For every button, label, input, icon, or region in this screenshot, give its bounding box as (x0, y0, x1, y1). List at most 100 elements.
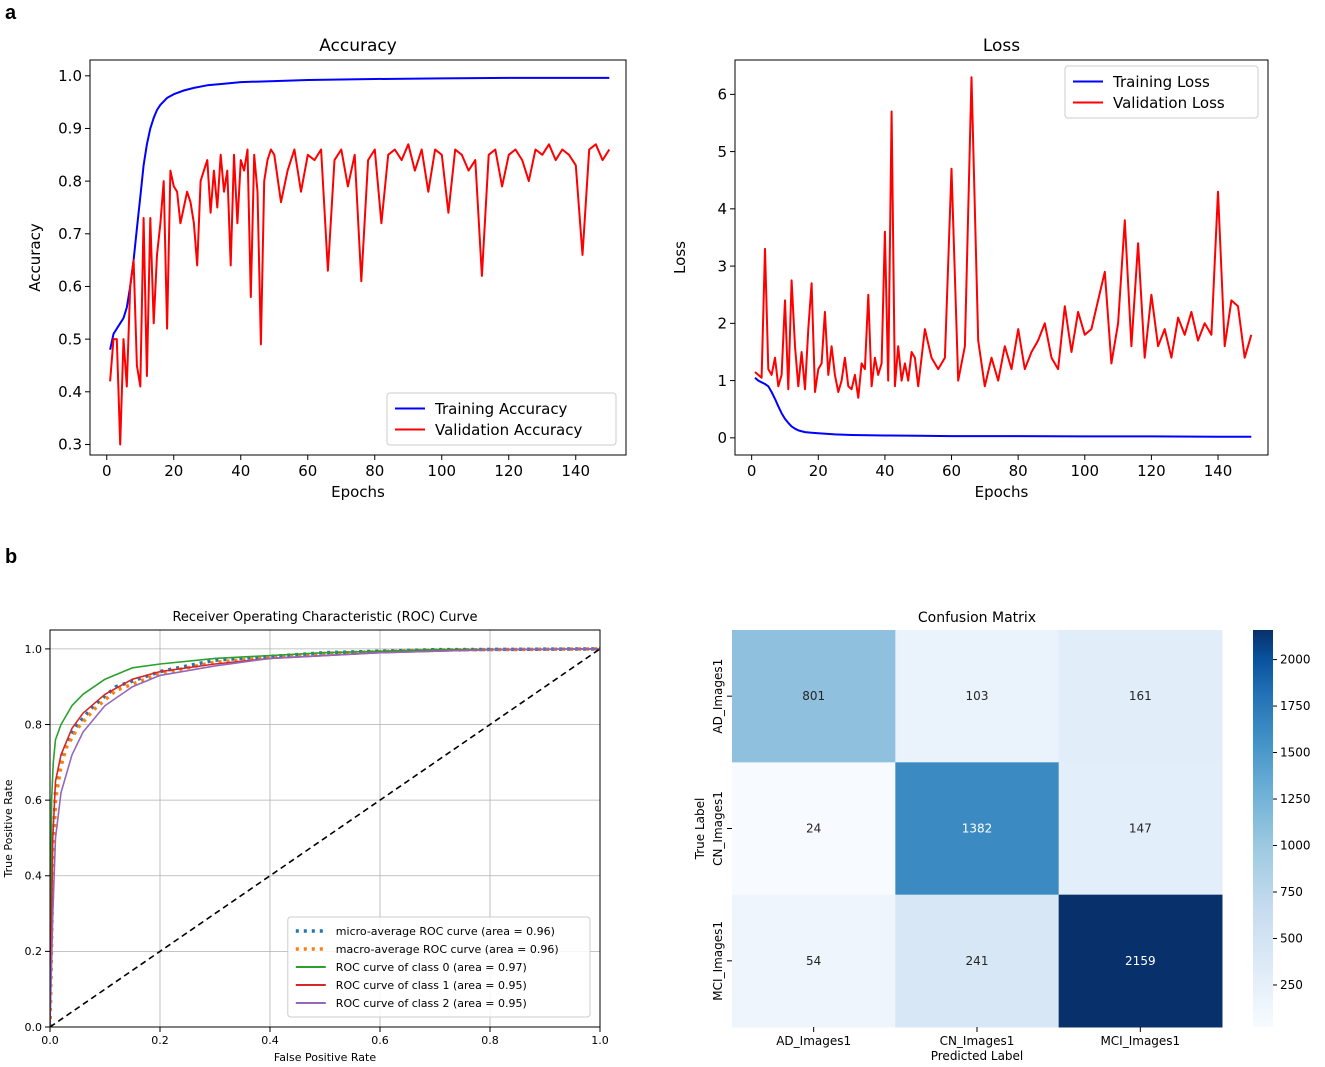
legend-entry: ROC curve of class 0 (area = 0.97) (336, 961, 527, 974)
x-axis-label: Epochs (331, 483, 385, 501)
x-tick-label: 20 (809, 462, 828, 480)
heatmap-cell (1058, 762, 1223, 896)
colorbar-tick-label: 250 (1280, 978, 1303, 992)
cell-value: 801 (802, 689, 825, 703)
y-tick-label: AD_Images1 (711, 659, 725, 734)
cell-value: 103 (966, 689, 989, 703)
legend-frame (1064, 65, 1259, 119)
y-tick-label: CN_Images1 (711, 791, 725, 866)
series-line-chance (50, 648, 600, 1027)
x-tick-label: MCI_Images1 (1100, 1034, 1180, 1048)
colorbar-tick-label: 500 (1280, 931, 1303, 945)
heatmap-cell (1058, 894, 1223, 1028)
x-tick-label: 0.0 (41, 1034, 59, 1047)
x-tick-label: 80 (365, 462, 384, 480)
x-tick-label: 0.8 (481, 1034, 499, 1047)
x-tick-label: 20 (164, 462, 183, 480)
colorbar-tick-label: 750 (1280, 885, 1303, 899)
colorbar-tick-label: 1500 (1280, 746, 1311, 760)
y-tick-label: 3 (717, 257, 727, 275)
cell-value: 54 (806, 954, 821, 968)
panel-label-b: b (5, 546, 18, 568)
x-axis-label: Epochs (975, 483, 1029, 501)
x-tick-label: 80 (1009, 462, 1028, 480)
y-tick-label: 0.2 (25, 945, 43, 958)
x-tick-label: 40 (875, 462, 894, 480)
legend-entry: ROC curve of class 2 (area = 0.95) (336, 997, 527, 1010)
x-tick-label: AD_Images1 (776, 1034, 851, 1048)
series-line-roc-curve-of-class-0-area-0-97 (50, 648, 600, 1027)
heatmap-cell (732, 762, 896, 896)
x-tick-label: 0.2 (151, 1034, 169, 1047)
colorbar-tick-label: 1250 (1280, 792, 1311, 806)
y-tick-label: 0.6 (25, 794, 43, 807)
cell-value: 161 (1129, 689, 1152, 703)
y-tick-label: 2 (717, 315, 727, 333)
cell-value: 241 (966, 954, 989, 968)
heatmap-cell (732, 894, 896, 1028)
chart-title: Confusion Matrix (918, 610, 1036, 626)
legend-entry: Validation Accuracy (435, 421, 582, 439)
y-tick-label: 0.0 (25, 1021, 43, 1034)
y-tick-label: 1.0 (25, 643, 43, 656)
series-line-training-accuracy (109, 76, 610, 350)
y-tick-label: 0 (717, 429, 727, 447)
y-tick-label: 0.8 (25, 718, 43, 731)
colorbar (1253, 630, 1273, 1027)
x-tick-label: 0.4 (261, 1034, 279, 1047)
y-tick-label: 1 (717, 372, 727, 390)
x-tick-label: 100 (427, 462, 456, 480)
y-tick-label: 0.9 (58, 120, 82, 138)
axes-frame (734, 59, 1269, 456)
chart-1: 0 20 40 60 80 100 120 140 0 1 2 3 4 5 6 Loss Epochs Loss T… (671, 36, 1269, 501)
legend-entry: macro-average ROC curve (area = 0.96) (336, 943, 559, 956)
colorbar-tick-label: 1750 (1280, 699, 1311, 713)
heatmap-cell (895, 762, 1060, 896)
x-tick-label: 1.0 (591, 1034, 609, 1047)
legend-entry: micro-average ROC curve (area = 0.96) (336, 925, 555, 938)
colorbar-tick-label: 1000 (1280, 839, 1311, 853)
heatmap-cell (1058, 630, 1223, 763)
y-axis-label: True Label (693, 798, 707, 861)
series-line-validation-loss (754, 76, 1253, 399)
series-line-validation-accuracy (109, 143, 611, 446)
y-tick-label: 0.4 (58, 383, 82, 401)
x-tick-label: 40 (231, 462, 250, 480)
chart-2: 0.0 0.2 0.4 0.6 0.8 1.0 0.0 0.2 0.4 0.6 0.8 1.0 Rece… (2, 610, 609, 1064)
legend-entry: Training Loss (1112, 73, 1210, 91)
y-axis-label: Loss (671, 241, 689, 274)
series-line-roc-curve-of-class-2-area-0-95 (50, 648, 600, 1027)
x-tick-label: 120 (494, 462, 523, 480)
cell-value: 24 (806, 822, 821, 836)
y-tick-label: 0.3 (58, 436, 82, 454)
x-axis-label: Predicted Label (931, 1049, 1024, 1063)
y-tick-label: 4 (717, 200, 727, 218)
y-tick-label: MCI_Images1 (711, 921, 725, 1001)
legend-entry: ROC curve of class 1 (area = 0.95) (336, 979, 527, 992)
cell-value: 1382 (962, 822, 993, 836)
y-tick-label: 0.7 (58, 225, 82, 243)
x-tick-label: 0 (102, 462, 112, 480)
x-tick-label: 120 (1137, 462, 1166, 480)
chart-title: Loss (983, 36, 1020, 56)
legend-frame (386, 392, 617, 446)
series-line-training-loss (754, 376, 1252, 438)
chart-0: 0 20 40 60 80 100 120 140 0.3 0.4 0.5 0.6 0.7 0.8 0.9 1… (26, 36, 627, 501)
x-tick-label: 140 (561, 462, 590, 480)
x-tick-label: 0 (747, 462, 757, 480)
colorbar-tick-label: 2000 (1280, 653, 1311, 667)
cell-value: 2159 (1125, 954, 1156, 968)
legend: Training Loss Validation Loss (1064, 65, 1259, 119)
y-tick-label: 0.6 (58, 278, 82, 296)
x-tick-label: 100 (1070, 462, 1099, 480)
y-axis-label: Accuracy (26, 223, 44, 292)
heatmap-cell (895, 630, 1060, 763)
legend: Training Accuracy Validation Accuracy (386, 392, 617, 446)
y-tick-label: 5 (717, 143, 727, 161)
x-tick-label: 60 (942, 462, 961, 480)
y-tick-label: 0.4 (25, 870, 43, 883)
x-tick-label: 140 (1204, 462, 1233, 480)
legend-entry: Training Accuracy (434, 400, 568, 418)
x-tick-label: 0.6 (371, 1034, 389, 1047)
axes-frame (49, 629, 601, 1028)
